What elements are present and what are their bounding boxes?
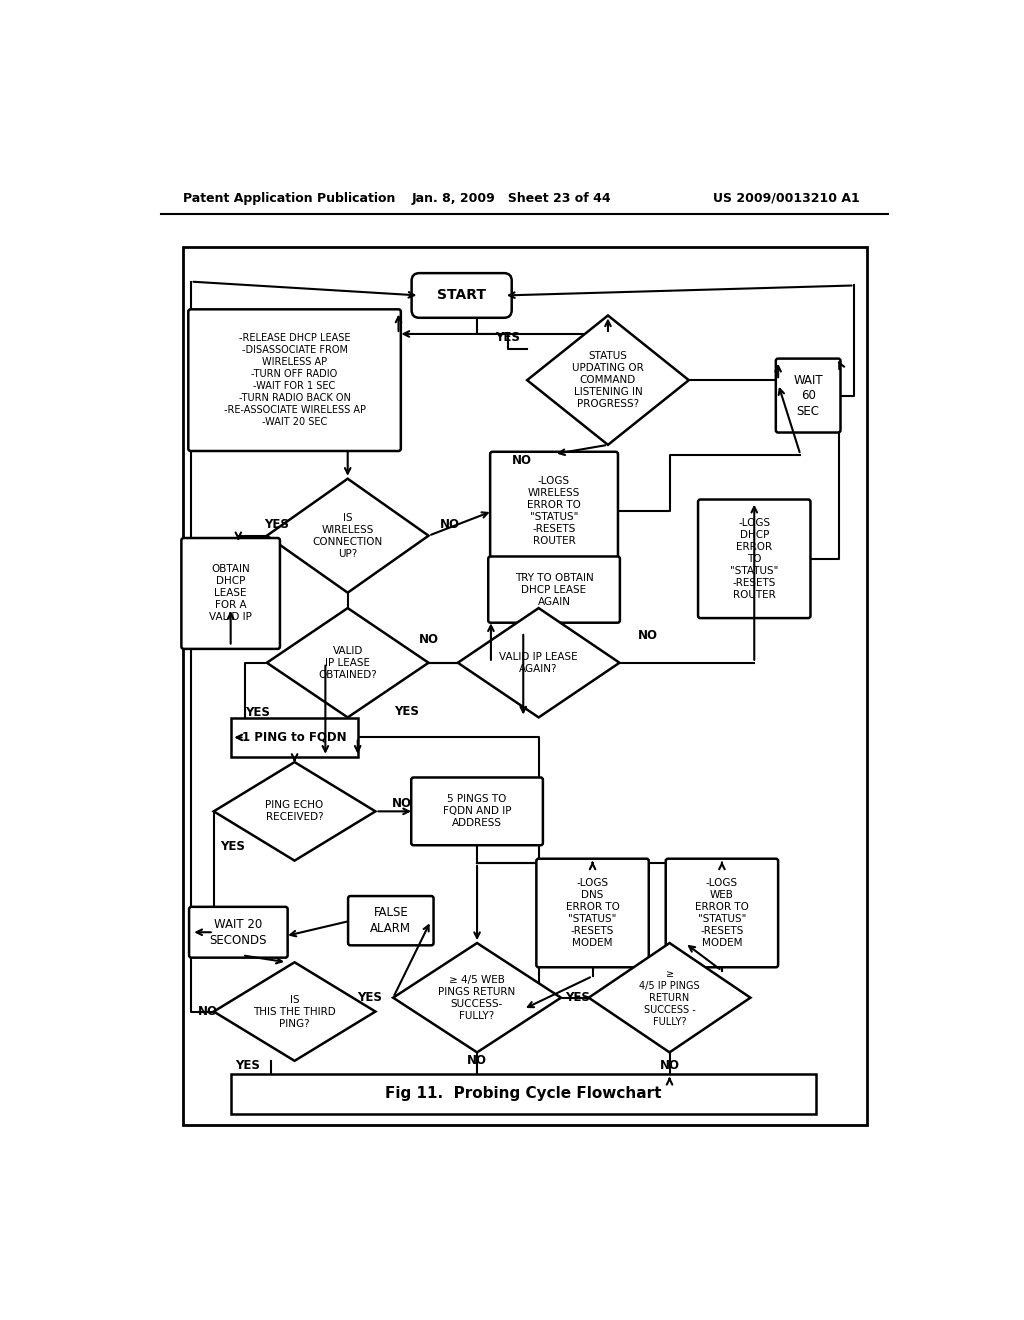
Text: NO: NO	[198, 1005, 217, 1018]
FancyBboxPatch shape	[537, 859, 649, 968]
Text: Patent Application Publication: Patent Application Publication	[183, 191, 395, 205]
Polygon shape	[458, 609, 620, 718]
FancyBboxPatch shape	[698, 499, 810, 618]
Bar	[230, 1074, 816, 1114]
Text: -LOGS
DNS
ERROR TO
"STATUS"
-RESETS
MODEM: -LOGS DNS ERROR TO "STATUS" -RESETS MODE…	[565, 878, 620, 948]
Text: WAIT 20
SECONDS: WAIT 20 SECONDS	[210, 917, 267, 946]
Text: TRY TO OBTAIN
DHCP LEASE
AGAIN: TRY TO OBTAIN DHCP LEASE AGAIN	[515, 573, 594, 607]
Polygon shape	[589, 942, 751, 1052]
Text: YES: YES	[394, 705, 419, 718]
Text: WAIT
60
SEC: WAIT 60 SEC	[794, 374, 823, 417]
Text: STATUS
UPDATING OR
COMMAND
LISTENING IN
PROGRESS?: STATUS UPDATING OR COMMAND LISTENING IN …	[572, 351, 644, 409]
Text: Fig 11.  Probing Cycle Flowchart: Fig 11. Probing Cycle Flowchart	[385, 1086, 662, 1101]
Text: YES: YES	[356, 991, 382, 1005]
Text: IS
THIS THE THIRD
PING?: IS THIS THE THIRD PING?	[253, 994, 336, 1028]
Bar	[183, 247, 866, 1125]
Text: US 2009/0013210 A1: US 2009/0013210 A1	[714, 191, 860, 205]
Text: PING ECHO
RECEIVED?: PING ECHO RECEIVED?	[265, 800, 324, 822]
FancyBboxPatch shape	[490, 451, 617, 570]
Text: VALID IP LEASE
AGAIN?: VALID IP LEASE AGAIN?	[500, 652, 578, 673]
Text: START: START	[437, 289, 486, 302]
Text: YES: YES	[245, 706, 270, 719]
Text: VALID
IP LEASE
OBTAINED?: VALID IP LEASE OBTAINED?	[318, 645, 377, 680]
FancyBboxPatch shape	[188, 309, 400, 451]
Text: -LOGS
WIRELESS
ERROR TO
"STATUS"
-RESETS
ROUTER: -LOGS WIRELESS ERROR TO "STATUS" -RESETS…	[527, 477, 581, 546]
Text: FALSE
ALARM: FALSE ALARM	[371, 907, 412, 935]
Text: NO: NO	[512, 454, 531, 467]
Polygon shape	[267, 609, 429, 718]
Bar	[231, 718, 358, 756]
Text: YES: YES	[564, 991, 590, 1005]
Text: NO: NO	[467, 1055, 487, 1068]
Text: Jan. 8, 2009   Sheet 23 of 44: Jan. 8, 2009 Sheet 23 of 44	[412, 191, 611, 205]
Text: YES: YES	[219, 840, 245, 853]
Text: -LOGS
WEB
ERROR TO
"STATUS"
-RESETS
MODEM: -LOGS WEB ERROR TO "STATUS" -RESETS MODE…	[695, 878, 749, 948]
Text: ≥
4/5 IP PINGS
RETURN
SUCCESS -
FULLY?: ≥ 4/5 IP PINGS RETURN SUCCESS - FULLY?	[639, 969, 699, 1027]
Text: IS
WIRELESS
CONNECTION
UP?: IS WIRELESS CONNECTION UP?	[312, 512, 383, 558]
Text: ≥ 4/5 WEB
PINGS RETURN
SUCCESS-
FULLY?: ≥ 4/5 WEB PINGS RETURN SUCCESS- FULLY?	[438, 974, 516, 1020]
Text: YES: YES	[496, 330, 520, 343]
FancyBboxPatch shape	[181, 539, 280, 649]
Text: 1 PING to FQDN: 1 PING to FQDN	[243, 731, 347, 744]
FancyBboxPatch shape	[666, 859, 778, 968]
Polygon shape	[267, 479, 429, 593]
Text: OBTAIN
DHCP
LEASE
FOR A
VALID IP: OBTAIN DHCP LEASE FOR A VALID IP	[209, 565, 252, 623]
FancyBboxPatch shape	[488, 557, 620, 623]
Text: 5 PINGS TO
FQDN AND IP
ADDRESS: 5 PINGS TO FQDN AND IP ADDRESS	[442, 795, 511, 829]
FancyBboxPatch shape	[412, 273, 512, 318]
FancyBboxPatch shape	[189, 907, 288, 958]
FancyBboxPatch shape	[348, 896, 433, 945]
Polygon shape	[214, 762, 376, 861]
Text: NO: NO	[440, 519, 460, 532]
FancyBboxPatch shape	[776, 359, 841, 433]
Text: YES: YES	[236, 1059, 260, 1072]
FancyBboxPatch shape	[412, 777, 543, 845]
Polygon shape	[214, 962, 376, 1061]
Polygon shape	[393, 942, 561, 1052]
Text: NO: NO	[391, 797, 412, 810]
Text: YES: YES	[264, 519, 290, 532]
Polygon shape	[527, 315, 689, 445]
Text: NO: NO	[419, 634, 439, 647]
Text: -RELEASE DHCP LEASE
-DISASSOCIATE FROM
WIRELESS AP
-TURN OFF RADIO
-WAIT FOR 1 S: -RELEASE DHCP LEASE -DISASSOCIATE FROM W…	[223, 333, 366, 428]
Text: NO: NO	[638, 630, 658, 643]
Text: NO: NO	[659, 1059, 680, 1072]
Text: -LOGS
DHCP
ERROR
TO
"STATUS"
-RESETS
ROUTER: -LOGS DHCP ERROR TO "STATUS" -RESETS ROU…	[730, 517, 778, 599]
